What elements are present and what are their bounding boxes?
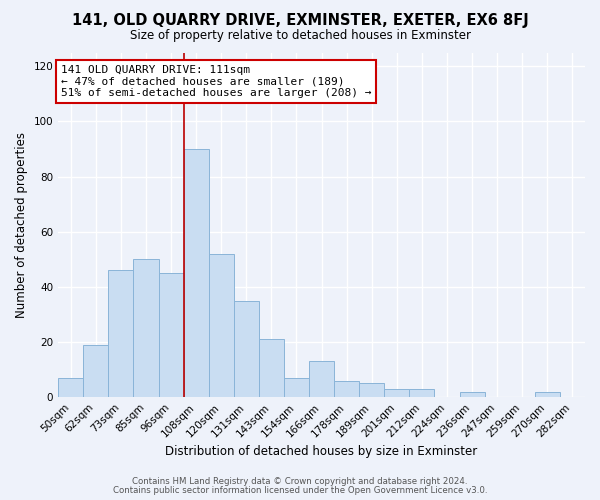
Bar (359, 384, 385, 397)
Bar (535, 392, 560, 397)
Bar (460, 392, 485, 397)
Bar (234, 300, 259, 397)
Bar (184, 149, 209, 397)
Text: 141 OLD QUARRY DRIVE: 111sqm
← 47% of detached houses are smaller (189)
51% of s: 141 OLD QUARRY DRIVE: 111sqm ← 47% of de… (61, 65, 371, 98)
Bar (334, 380, 359, 397)
Text: Size of property relative to detached houses in Exminster: Size of property relative to detached ho… (130, 28, 470, 42)
X-axis label: Distribution of detached houses by size in Exminster: Distribution of detached houses by size … (166, 444, 478, 458)
Y-axis label: Number of detached properties: Number of detached properties (15, 132, 28, 318)
Text: Contains HM Land Registry data © Crown copyright and database right 2024.: Contains HM Land Registry data © Crown c… (132, 477, 468, 486)
Bar (83, 345, 109, 397)
Bar (209, 254, 234, 397)
Bar (409, 389, 434, 397)
Bar (259, 340, 284, 397)
Bar (58, 378, 83, 397)
Bar (109, 270, 133, 397)
Text: 141, OLD QUARRY DRIVE, EXMINSTER, EXETER, EX6 8FJ: 141, OLD QUARRY DRIVE, EXMINSTER, EXETER… (71, 12, 529, 28)
Bar (385, 389, 409, 397)
Bar (133, 260, 158, 397)
Bar (284, 378, 309, 397)
Bar (158, 273, 184, 397)
Bar (309, 362, 334, 397)
Text: Contains public sector information licensed under the Open Government Licence v3: Contains public sector information licen… (113, 486, 487, 495)
